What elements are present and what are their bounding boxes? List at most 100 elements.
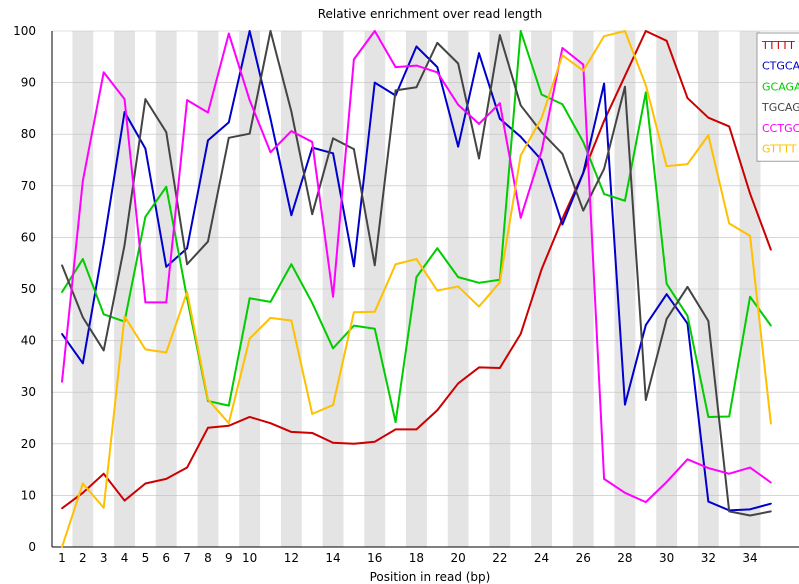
point-GTTTT-25 (561, 54, 564, 57)
point-GTTTT-21 (478, 305, 480, 308)
point-GTTTT-15 (353, 311, 355, 314)
point-GCAGA-19 (436, 247, 439, 250)
y-tick-20: 20 (21, 437, 36, 451)
point-CCTGC-27 (603, 477, 605, 480)
point-TGCAG-8 (207, 240, 209, 243)
x-tick-32: 32 (701, 551, 716, 565)
point-TTTTT-21 (478, 366, 480, 369)
point-GTTTT-5 (144, 348, 147, 351)
point-TTTTT-7 (186, 466, 189, 469)
point-CCTGC-15 (353, 58, 355, 61)
point-GCAGA-32 (707, 416, 710, 418)
point-TTTTT-19 (436, 409, 439, 412)
point-CTGCA-7 (186, 247, 189, 250)
point-GTTTT-16 (373, 310, 376, 313)
point-GCAGA-30 (665, 282, 668, 285)
x-tick-30: 30 (659, 551, 674, 565)
point-CTGCA-24 (540, 159, 543, 161)
point-TGCAG-33 (728, 510, 731, 513)
point-TGCAG-2 (81, 316, 84, 319)
x-tick-34: 34 (742, 551, 757, 565)
point-TGCAG-9 (227, 136, 230, 139)
point-TTTTT-9 (227, 424, 230, 427)
point-TTTTT-12 (290, 431, 293, 433)
point-TGCAG-25 (561, 152, 564, 155)
point-CTGCA-16 (373, 81, 376, 84)
x-tick-labels: 1 2 3 4 5 6 7 8 9 10 12 14 16 18 20 22 24 26 28 30 32 34 (58, 551, 758, 565)
point-GTTTT-1 (61, 546, 63, 548)
point-TTTTT-29 (644, 30, 647, 32)
point-TGCAG-35 (770, 510, 772, 513)
point-GTTTT-7 (186, 291, 189, 293)
point-CCTGC-16 (373, 30, 376, 32)
point-CTGCA-34 (749, 508, 751, 511)
point-CCTGC-29 (644, 501, 647, 504)
legend-entry-TTTTT: TTTTT (761, 39, 795, 52)
x-tick-2: 2 (79, 551, 87, 565)
point-GCAGA-34 (749, 295, 751, 298)
x-tick-16: 16 (367, 551, 382, 565)
point-TTTTT-30 (665, 39, 668, 42)
point-TGCAG-16 (373, 264, 376, 267)
point-CCTGC-22 (498, 102, 501, 105)
x-tick-26: 26 (576, 551, 591, 565)
x-tick-14: 14 (325, 551, 340, 565)
point-CTGCA-2 (81, 362, 84, 365)
point-GTTTT-32 (707, 134, 710, 137)
chart-title: Relative enrichment over read length (318, 7, 543, 21)
point-GCAGA-23 (519, 30, 522, 32)
point-TGCAG-30 (665, 318, 668, 320)
point-GCAGA-9 (227, 404, 230, 407)
point-GTTTT-14 (332, 404, 334, 406)
point-CCTGC-10 (248, 99, 251, 102)
point-TTTTT-18 (415, 428, 418, 431)
point-GTTTT-22 (498, 281, 501, 284)
point-TGCAG-27 (603, 167, 605, 170)
point-CTGCA-14 (332, 152, 334, 155)
y-tick-90: 90 (21, 76, 36, 90)
point-GTTTT-31 (686, 163, 689, 166)
point-TGCAG-28 (624, 85, 626, 88)
point-CCTGC-8 (207, 111, 209, 114)
point-GCAGA-1 (61, 291, 63, 293)
point-GTTTT-34 (749, 234, 751, 237)
point-TGCAG-29 (644, 399, 647, 401)
point-TGCAG-14 (332, 137, 334, 140)
point-GCAGA-12 (290, 263, 293, 266)
point-CCTGC-33 (728, 472, 731, 475)
point-TTTTT-35 (770, 248, 772, 251)
point-TTTTT-22 (498, 367, 501, 369)
legend-entry-CTGCA: CTGCA (762, 60, 799, 73)
point-TTTTT-11 (269, 422, 272, 425)
x-tick-24: 24 (534, 551, 549, 565)
y-tick-70: 70 (21, 179, 36, 193)
point-GTTTT-30 (665, 165, 668, 168)
point-GTTTT-9 (227, 422, 230, 425)
point-TTTTT-8 (207, 426, 209, 429)
point-GCAGA-18 (415, 276, 418, 279)
y-tick-labels: 0 10 20 30 40 50 60 70 80 90 100 (13, 24, 36, 554)
x-tick-3: 3 (100, 551, 108, 565)
point-GCAGA-2 (81, 258, 84, 260)
point-CTGCA-26 (582, 172, 585, 174)
point-TTTTT-27 (603, 119, 605, 122)
point-TTTTT-31 (686, 97, 689, 99)
legend-box (756, 32, 799, 162)
point-CCTGC-18 (415, 64, 418, 67)
x-tick-10: 10 (242, 551, 257, 565)
point-CTGCA-1 (61, 332, 63, 335)
point-GTTTT-17 (394, 263, 397, 266)
point-GCAGA-11 (269, 301, 272, 303)
point-GTTTT-33 (728, 222, 731, 225)
point-TTTTT-15 (353, 442, 355, 445)
point-GCAGA-21 (478, 281, 480, 284)
point-TGCAG-12 (290, 110, 293, 113)
point-CCTGC-1 (61, 380, 63, 383)
point-GCAGA-10 (248, 297, 251, 300)
point-TGCAG-17 (394, 89, 397, 92)
point-GCAGA-5 (144, 215, 147, 218)
point-CTGCA-25 (561, 223, 564, 226)
point-CCTGC-6 (165, 301, 168, 304)
point-TGCAG-31 (686, 286, 689, 288)
